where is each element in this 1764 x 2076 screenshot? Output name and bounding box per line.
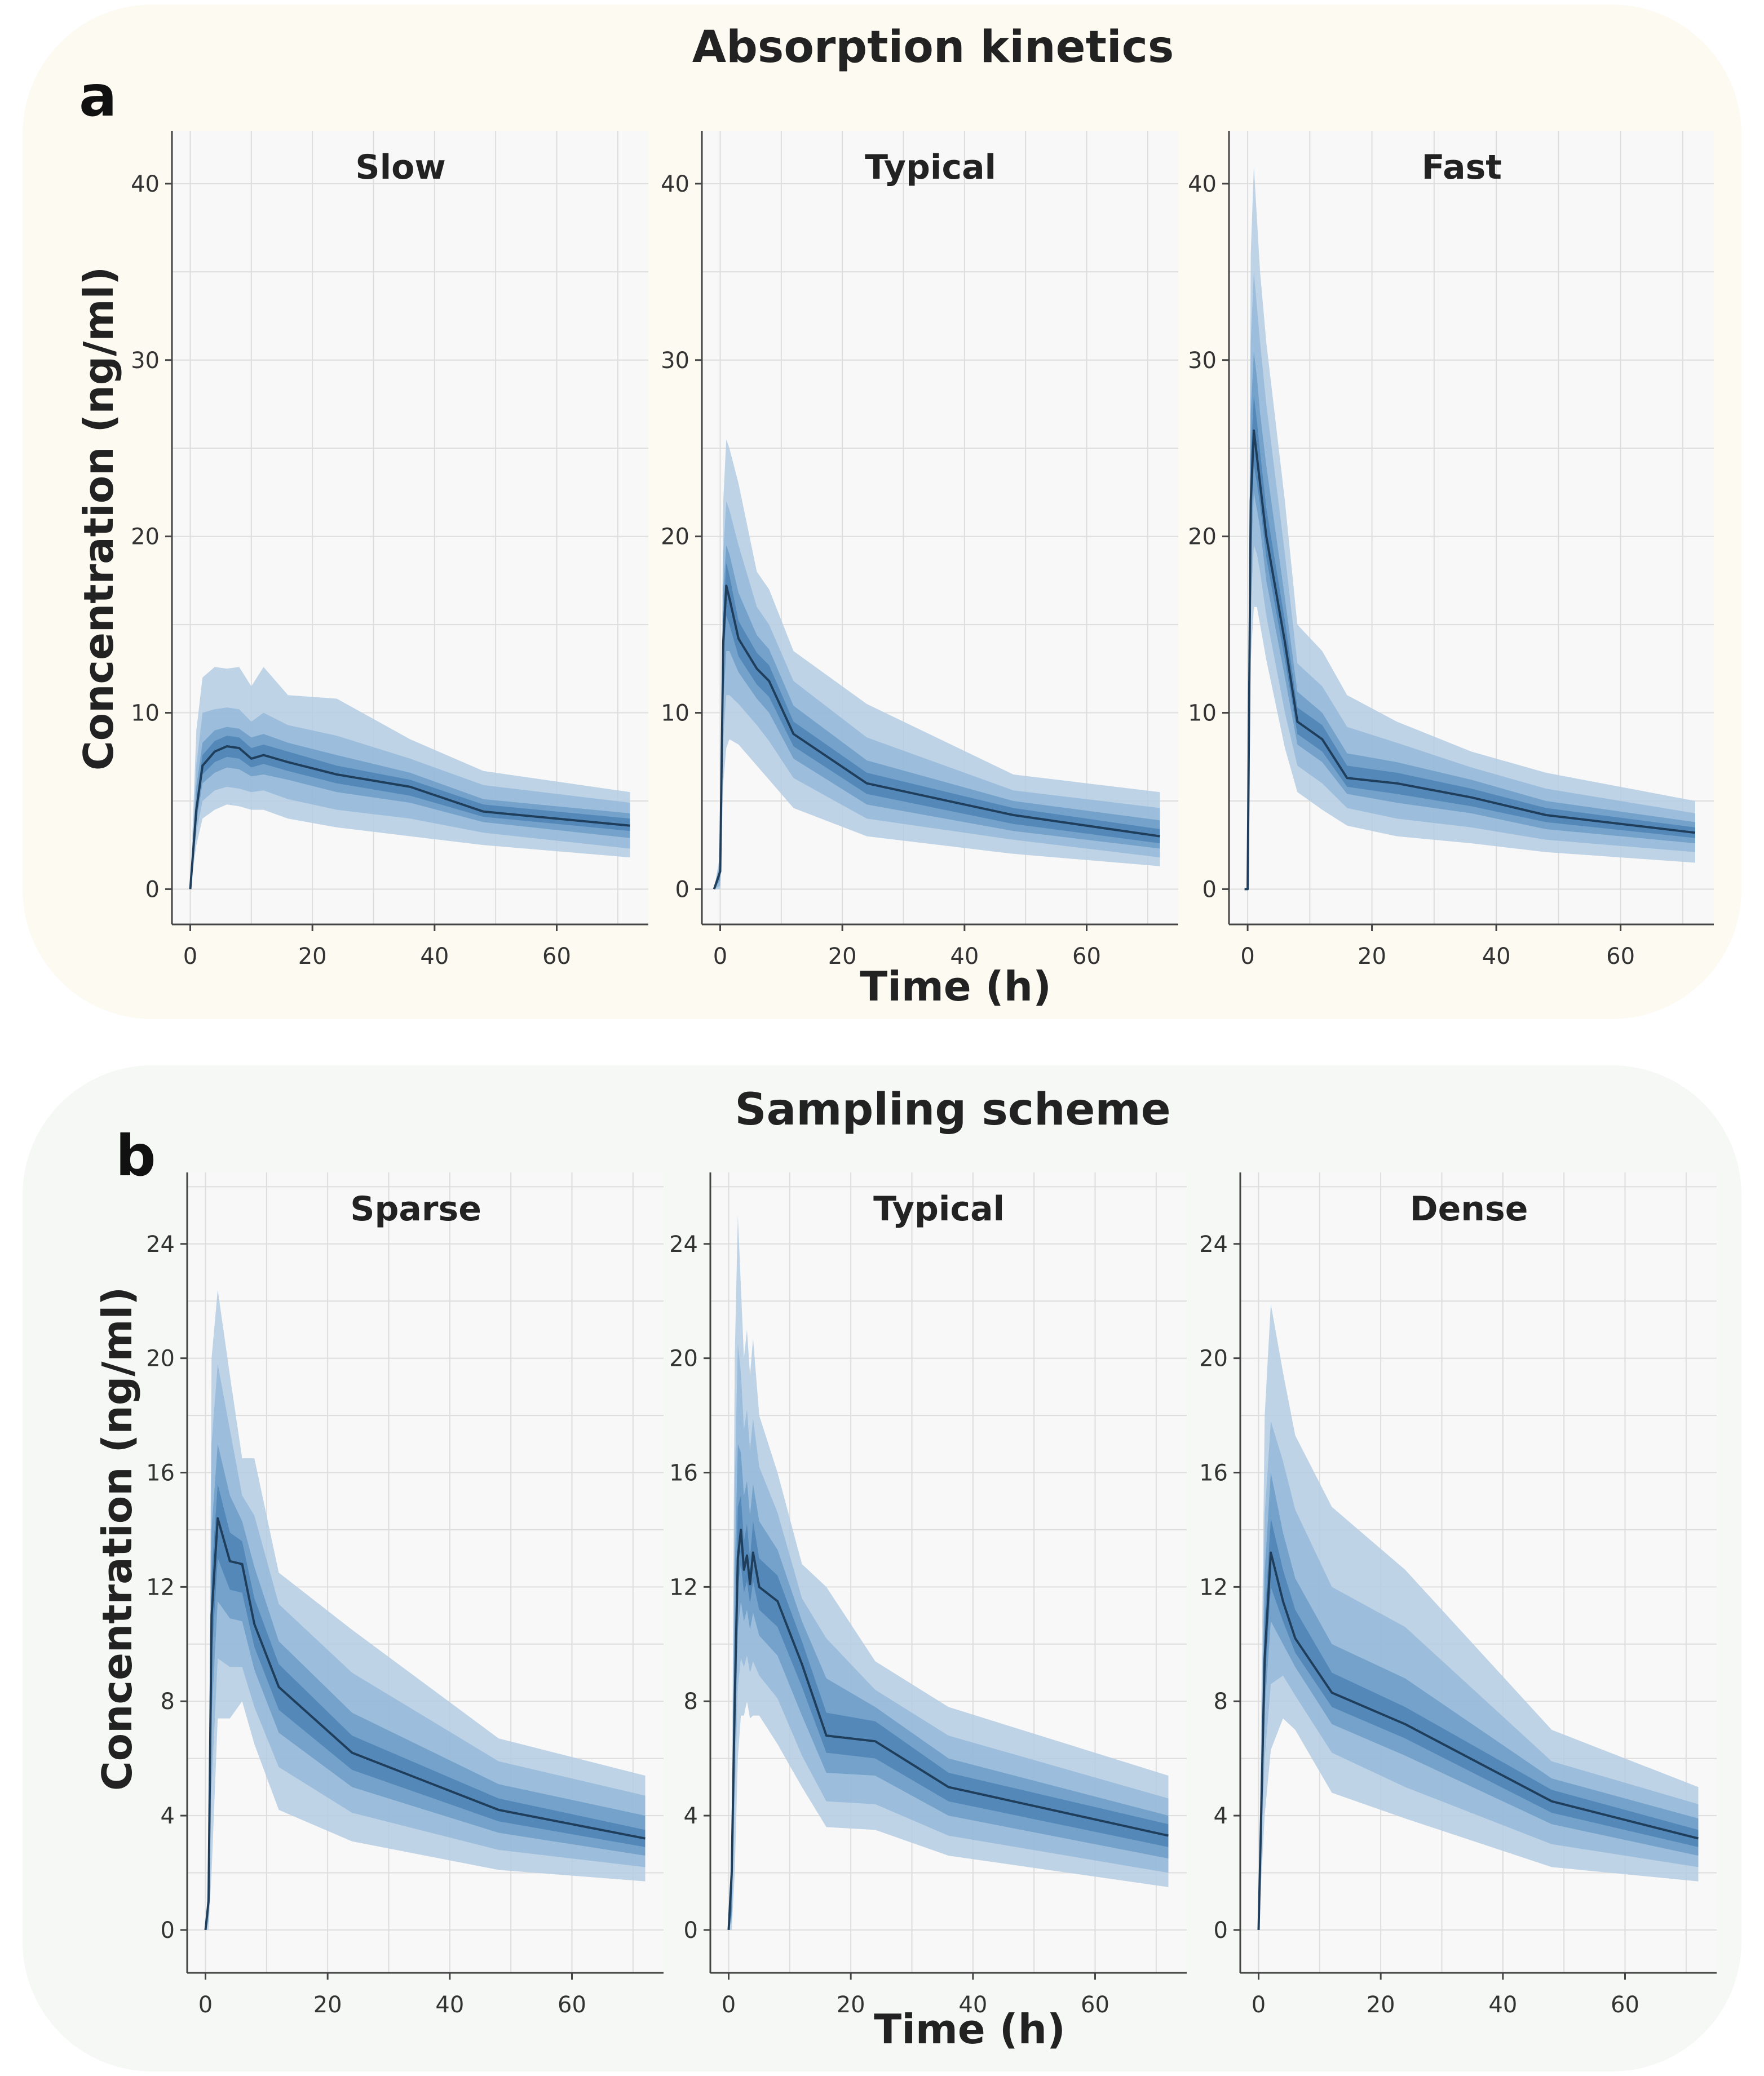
sparse-y-tick-label-0: 0 (161, 1918, 175, 1944)
dense-y-tick-label-0: 0 (1214, 1918, 1228, 1944)
section-b-title: Sampling scheme (735, 1085, 1170, 1135)
fast-y-tick-label-3: 30 (1188, 348, 1217, 374)
typical-sampling-median-line (727, 1528, 1169, 1931)
sparse-band-mid (205, 1364, 646, 1930)
fast-x-tick-label-2: 40 (1482, 944, 1511, 970)
fast-y-tick-label-0: 0 (1202, 877, 1217, 902)
dense-x-tick-label-1: 20 (1367, 1992, 1395, 2018)
dense-panel-title: Dense (1410, 1189, 1528, 1229)
slow-y-tick-label-4: 40 (131, 171, 160, 197)
typical-sampling-y-tick-label-5: 20 (669, 1346, 698, 1372)
slow-x-tick-label-2: 40 (420, 944, 449, 970)
dense-y-tick-label-1: 4 (1214, 1803, 1228, 1829)
sparse-band-core (205, 1484, 646, 1930)
typical-sampling-y-tick-label-4: 16 (669, 1460, 698, 1486)
sparse-median-line (204, 1517, 646, 1931)
typical-absorption-x-tick-label-3: 60 (1072, 944, 1101, 970)
sparse-panel-title: Sparse (350, 1189, 481, 1229)
sparse-y-tick-label-1: 4 (161, 1803, 175, 1829)
dense-y-tick-label-2: 8 (1214, 1689, 1228, 1715)
typical-absorption-y-tick-label-1: 10 (661, 701, 689, 727)
sparse-y-tick-label-5: 20 (146, 1346, 175, 1372)
sparse-x-tick-label-3: 60 (558, 1992, 586, 2018)
fast-y-tick-label-2: 20 (1188, 524, 1217, 550)
typical-sampling-x-tick-label-1: 20 (837, 1992, 865, 2018)
typical-sampling-y-tick-label-1: 4 (684, 1803, 698, 1829)
slow-x-tick-label-3: 60 (542, 944, 571, 970)
typical-sampling-x-tick-label-3: 60 (1081, 1992, 1109, 2018)
typical-sampling-y-tick-label-6: 24 (669, 1232, 698, 1258)
sparse-y-tick-label-2: 8 (161, 1689, 175, 1715)
typical-absorption-x-tick-label-2: 40 (950, 944, 979, 970)
typical-absorption-x-tick-label-0: 0 (713, 944, 727, 970)
fast-band-core (1244, 395, 1695, 889)
slow-x-tick-label-0: 0 (183, 944, 197, 970)
typical-sampling-y-tick-label-2: 8 (684, 1689, 698, 1715)
sparse-x-tick-label-0: 0 (198, 1992, 213, 2018)
typical-absorption-panel-title: Typical (865, 148, 996, 187)
typical-absorption-y-tick-label-0: 0 (675, 877, 689, 902)
fast-y-tick-label-1: 10 (1188, 701, 1217, 727)
section-a-ylabel: Concentration (ng/ml) (75, 267, 122, 771)
typical-sampling-band-mid (728, 1344, 1169, 1930)
typical-sampling-y-tick-label-0: 0 (684, 1918, 698, 1944)
fast-band-inner (1244, 351, 1695, 889)
dense-y-tick-label-6: 24 (1199, 1232, 1228, 1258)
slow-y-tick-label-1: 10 (131, 701, 160, 727)
slow-median-line (189, 745, 630, 889)
slow-y-tick-label-2: 20 (131, 524, 160, 550)
typical-sampling-x-tick-label-0: 0 (722, 1992, 736, 2018)
typical-sampling-band-core (728, 1495, 1169, 1930)
dense-y-tick-label-3: 12 (1199, 1574, 1228, 1600)
typical-absorption-band-mid (714, 501, 1160, 889)
dense-y-tick-label-5: 20 (1199, 1346, 1228, 1372)
typical-absorption-x-tick-label-1: 20 (828, 944, 857, 970)
fast-x-tick-label-1: 20 (1358, 944, 1386, 970)
section-a-xlabel: Time (h) (860, 963, 1051, 1010)
dense-y-tick-label-4: 16 (1199, 1460, 1228, 1486)
fast-median-line (1244, 429, 1696, 891)
dense-x-tick-label-0: 0 (1252, 1992, 1266, 2018)
panel-slow: 0 20 40 60 0 10 20 30 40 Slow (131, 131, 648, 970)
section-b-ylabel: Concentration (ng/ml) (94, 1287, 141, 1791)
fast-y-tick-label-4: 40 (1188, 171, 1217, 197)
section-b-letter: b (116, 1123, 156, 1189)
typical-absorption-y-tick-label-3: 30 (661, 348, 689, 374)
typical-absorption-y-tick-label-4: 40 (661, 171, 689, 197)
panel-typical-absorption: 0 20 40 60 0 10 20 30 40 Typical (661, 131, 1178, 970)
section-b-xlabel: Time (h) (874, 2006, 1066, 2053)
section-a-letter: a (79, 63, 117, 129)
slow-x-tick-label-1: 20 (298, 944, 327, 970)
typical-sampling-y-tick-label-3: 12 (669, 1574, 698, 1600)
typical-absorption-median-line (713, 585, 1160, 890)
fast-x-tick-label-0: 0 (1240, 944, 1254, 970)
dense-x-tick-label-2: 40 (1488, 1992, 1517, 2018)
panel-typical-sampling: 0 20 40 60 0 4 8 12 16 20 24 Typical (669, 1172, 1187, 2018)
sparse-y-tick-label-3: 12 (146, 1574, 175, 1600)
sparse-y-tick-label-6: 24 (146, 1232, 175, 1258)
sparse-x-tick-label-1: 20 (313, 1992, 342, 2018)
typical-absorption-band-inner (714, 545, 1160, 889)
fast-band-mid (1244, 272, 1695, 889)
typical-sampling-x-tick-label-2: 40 (958, 1992, 987, 2018)
slow-panel-title: Slow (355, 148, 445, 187)
fast-band-outer (1244, 166, 1695, 889)
dense-x-tick-label-3: 60 (1611, 1992, 1639, 2018)
slow-y-tick-label-0: 0 (145, 877, 160, 902)
section-a-title: Absorption kinetics (692, 22, 1174, 73)
slow-band-core (190, 736, 630, 889)
fast-x-tick-label-3: 60 (1606, 944, 1635, 970)
slow-y-tick-label-3: 30 (131, 348, 160, 374)
dense-median-line (1257, 1551, 1699, 1930)
fast-panel-title: Fast (1422, 148, 1502, 187)
typical-absorption-y-tick-label-2: 20 (661, 524, 689, 550)
panel-dense: 0 20 40 60 0 4 8 12 16 20 24 Dense (1199, 1172, 1717, 2018)
typical-sampling-panel-title: Typical (873, 1189, 1005, 1229)
panel-sparse: 0 20 40 60 0 4 8 12 16 20 24 Sparse (146, 1172, 664, 2018)
sparse-x-tick-label-2: 40 (435, 1992, 464, 2018)
sparse-y-tick-label-4: 16 (146, 1460, 175, 1486)
panel-fast: 0 20 40 60 0 10 20 30 40 Fast (1188, 131, 1714, 970)
